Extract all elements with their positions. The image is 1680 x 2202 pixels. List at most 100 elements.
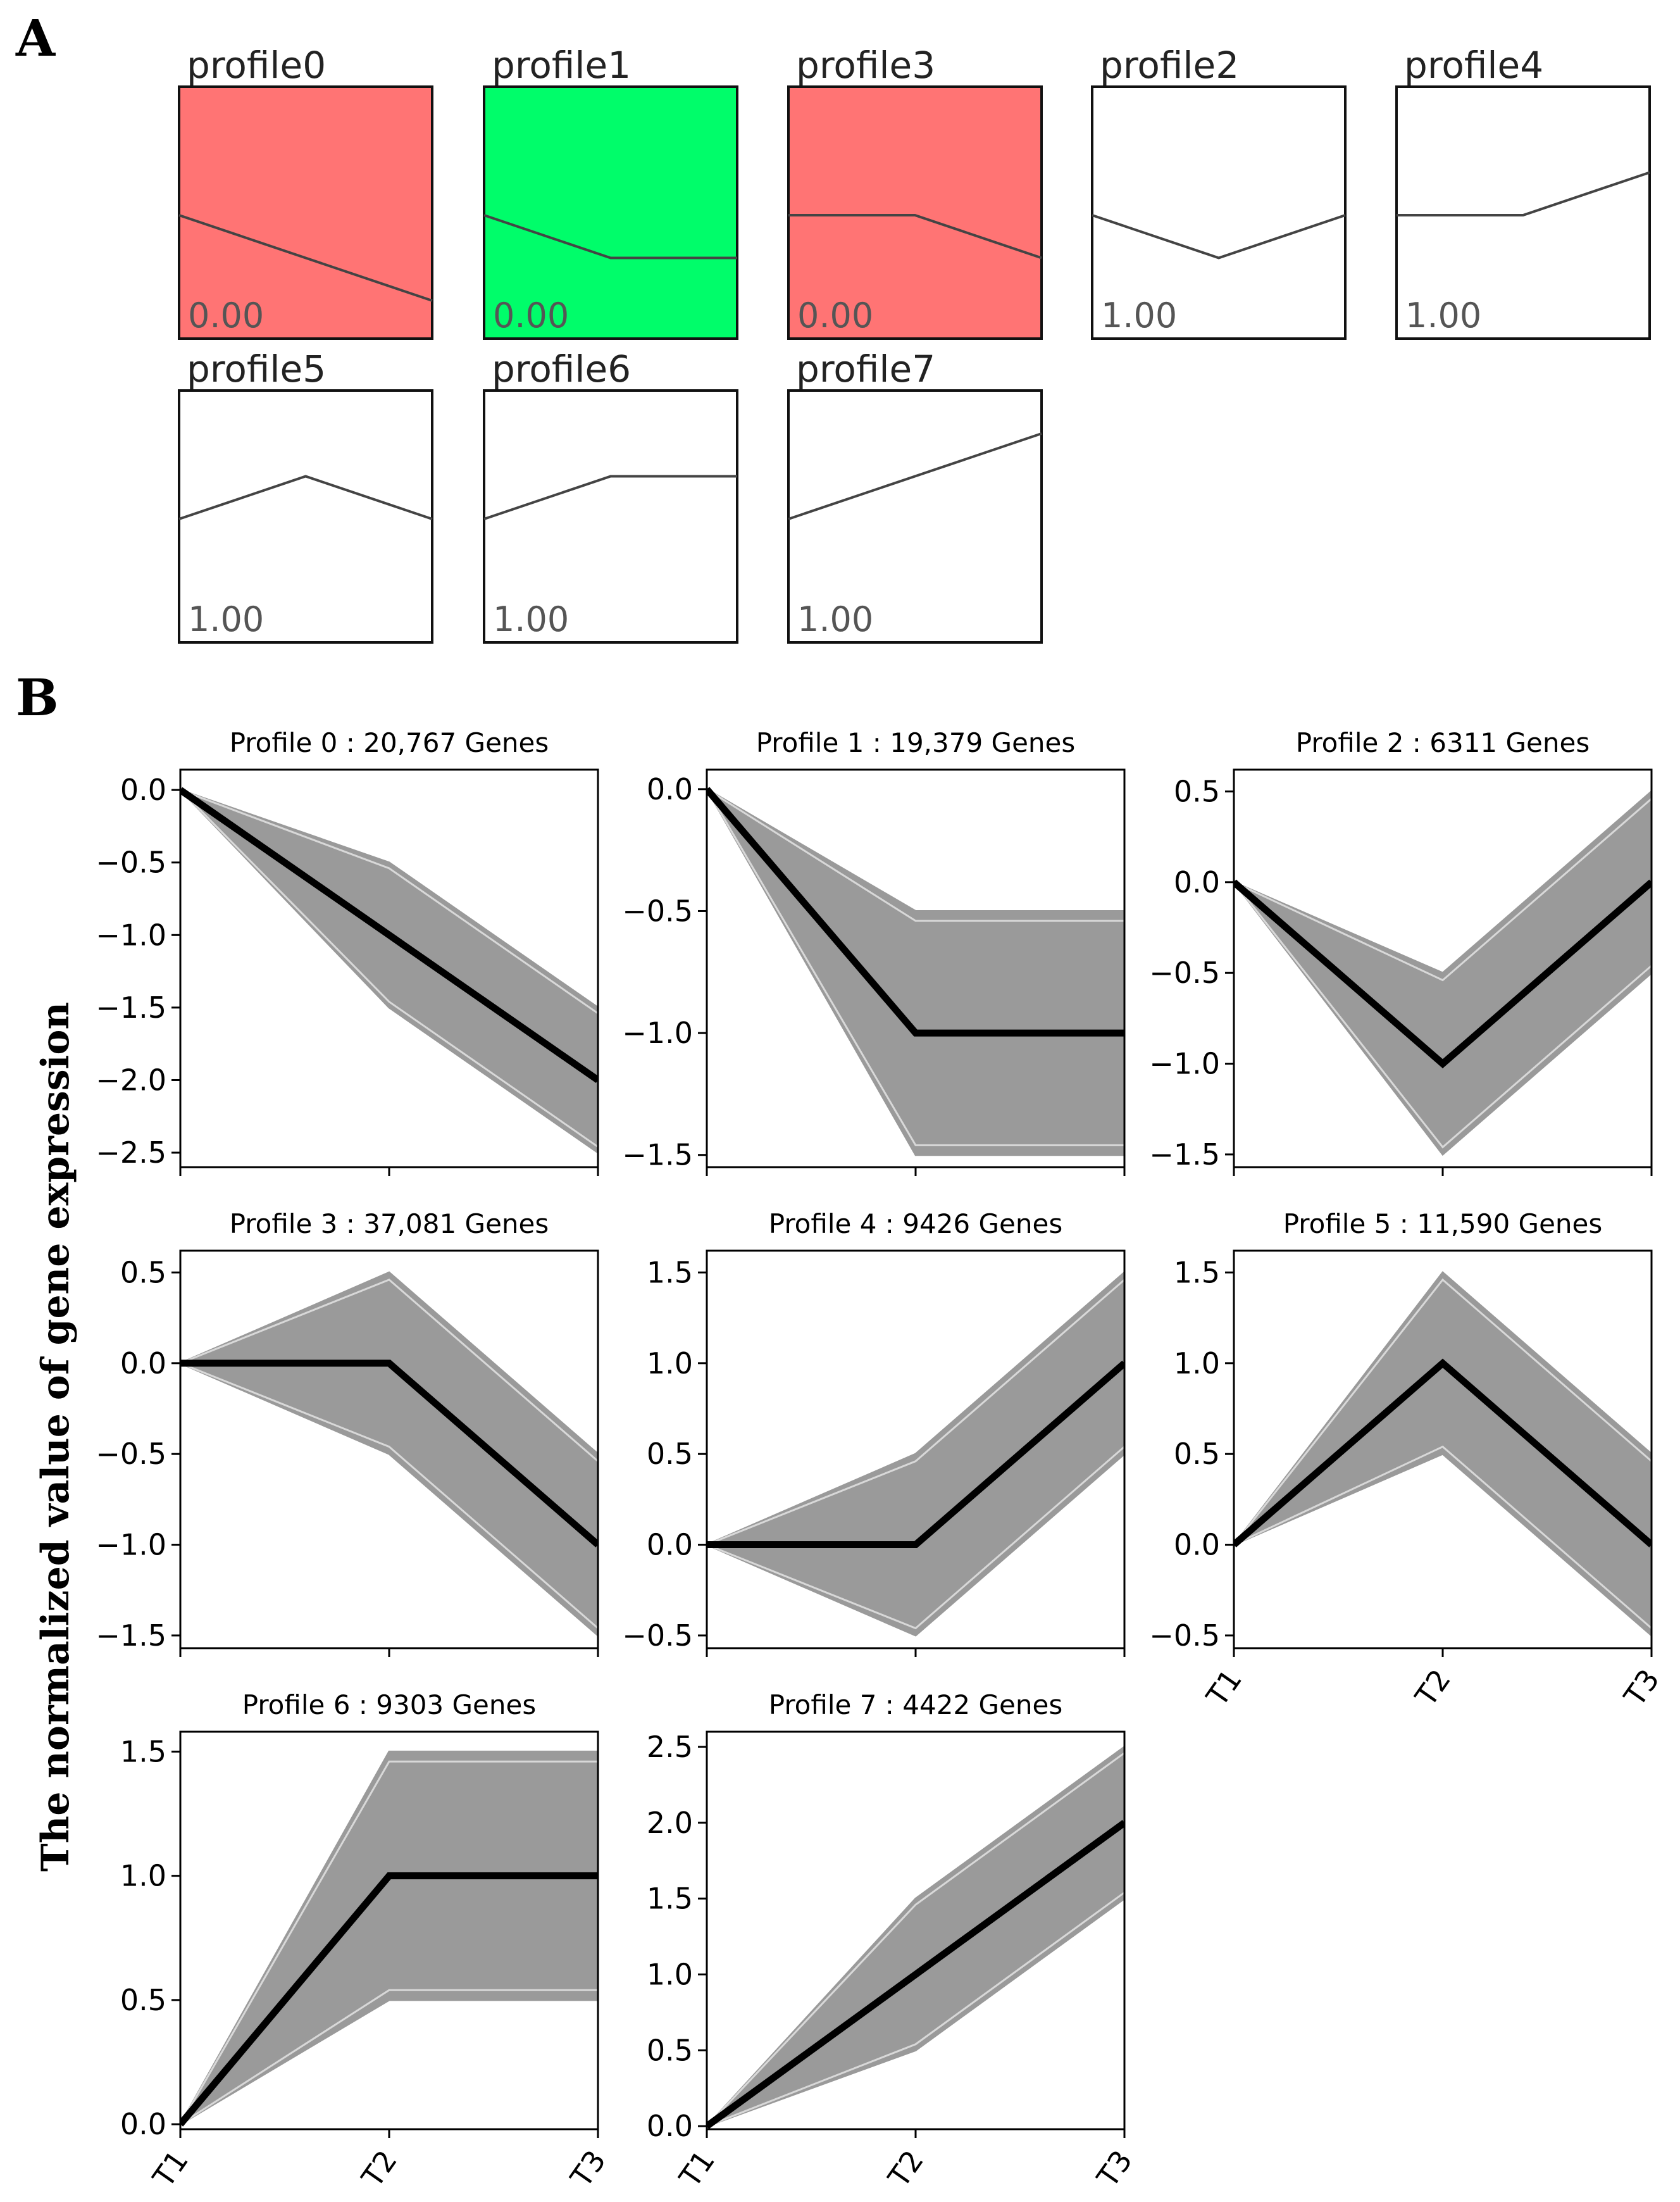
- panel-title: Profile 2 : 6311 Genes: [1296, 727, 1590, 758]
- gene-trace-outlier: [707, 788, 1124, 922]
- profile-panel-2: Profile 2 : 6311 Genes 0.5 0.0 −0.5 −1.0 −1.5: [1149, 727, 1653, 1176]
- plot-area: [707, 787, 1124, 1156]
- mean-profile-line: [180, 1872, 598, 2127]
- mean-profile-line: [707, 1820, 1124, 2129]
- mini-profile-profile2: profile2 1.00: [1091, 44, 1347, 340]
- y-tick-label: −2.5: [96, 1135, 166, 1170]
- mini-box: [483, 389, 738, 644]
- mini-box: [787, 389, 1043, 644]
- x-tick-label: T1: [672, 2144, 721, 2194]
- mini-box: [787, 85, 1043, 340]
- y-tick-label: −0.5: [96, 1437, 166, 1471]
- y-tick-label: −0.5: [622, 1618, 693, 1653]
- panel-a-label: A: [15, 8, 56, 68]
- mini-profile-line: [1092, 214, 1346, 260]
- x-tick-label: T3: [1090, 2144, 1139, 2194]
- y-tick-label: 0.0: [647, 772, 693, 806]
- mini-profile-profile1: profile1 0.00: [483, 44, 738, 340]
- gene-trace-outlier: [707, 1446, 1124, 1630]
- mini-profile-title: profile7: [796, 347, 935, 391]
- y-tick-label: −0.5: [622, 894, 693, 928]
- mini-profile-line: [178, 475, 433, 520]
- profile-panel-5: Profile 5 : 11,590 Genes 1.5 1.0 0.5 0.0 −0.5…: [1149, 1208, 1666, 1713]
- y-tick-label: −1.0: [1149, 1047, 1220, 1081]
- gene-trace-band: [180, 1271, 598, 1637]
- mini-profile-pvalue: 1.00: [1405, 296, 1481, 335]
- gene-trace-outlier: [707, 1279, 1124, 1546]
- panel-title: Profile 6 : 9303 Genes: [242, 1689, 536, 1720]
- y-tick-label: 0.5: [647, 1437, 693, 1471]
- mini-profile-title: profile1: [492, 44, 631, 87]
- plot-area: [1234, 1271, 1652, 1637]
- panel-a: profile00.00profile10.00profile30.00prof…: [178, 44, 1651, 644]
- mini-profile-line: [1397, 171, 1650, 216]
- panel-title: Profile 1 : 19,379 Genes: [756, 727, 1076, 758]
- x-tick-label: T1: [1199, 1663, 1248, 1713]
- y-tick-label: −0.5: [96, 846, 166, 880]
- y-tick-label: 0.5: [647, 2033, 693, 2067]
- plot-area: [707, 1271, 1124, 1637]
- gene-trace-outlier: [180, 789, 598, 1015]
- plot-area: [180, 1750, 598, 2127]
- mini-profile-line: [483, 214, 737, 260]
- profile-panel-1: Profile 1 : 19,379 Genes 0.0 −0.5 −1.0 −1.5: [622, 727, 1126, 1176]
- mini-profile-pvalue: 1.00: [188, 599, 264, 639]
- y-tick-label: −1.5: [96, 991, 166, 1025]
- gene-trace-band: [1234, 1271, 1652, 1637]
- mini-profile-line: [483, 475, 737, 520]
- y-tick-label: −1.0: [96, 918, 166, 952]
- gene-trace-band: [707, 788, 1124, 1156]
- plot-area: [1234, 790, 1652, 1156]
- y-tick-label: 2.5: [647, 1730, 693, 1764]
- gene-trace-band: [707, 1271, 1124, 1637]
- gene-trace-outlier: [180, 1279, 598, 1462]
- mini-profile-pvalue: 1.00: [797, 599, 873, 639]
- profile-panel-7: Profile 7 : 4422 Genes 2.5 2.0 1.5 1.0 0.5 0.0…: [647, 1689, 1139, 2194]
- y-tick-label: 0.0: [120, 773, 166, 807]
- mini-box: [1395, 85, 1651, 340]
- gene-trace-outlier: [1234, 798, 1652, 982]
- y-tick-label: 1.0: [647, 1958, 693, 1992]
- y-tick-label: 0.5: [120, 1983, 166, 2017]
- panel-title: Profile 0 : 20,767 Genes: [230, 727, 549, 758]
- mini-profile-profile0: profile0 0.00: [178, 44, 433, 340]
- gene-trace-outlier: [180, 1760, 598, 2125]
- gene-trace-band: [180, 1750, 598, 2125]
- y-tick-label: 0.5: [120, 1255, 166, 1289]
- mean-profile-line: [707, 1360, 1124, 1549]
- mini-profile-profile3: profile3 0.00: [787, 44, 1043, 340]
- x-tick-label: T2: [1408, 1663, 1457, 1713]
- panel-b: Profile 0 : 20,767 Genes 0.0 −0.5 −1.0 −1.5 −…: [96, 727, 1666, 2194]
- y-tick-label: 1.5: [647, 1882, 693, 1916]
- gene-trace-outlier: [707, 789, 1124, 1146]
- y-tick-label: −1.5: [622, 1138, 693, 1172]
- y-tick-label: 1.5: [1174, 1255, 1220, 1289]
- mean-profile-line: [1234, 879, 1652, 1068]
- mini-profile-profile4: profile4 1.00: [1395, 44, 1651, 340]
- y-tick-label: −1.0: [622, 1016, 693, 1050]
- y-tick-label: 0.0: [1174, 865, 1220, 899]
- y-tick-label: −0.5: [1149, 1618, 1220, 1653]
- plot-area: [707, 1746, 1124, 2129]
- y-tick-label: 1.5: [120, 1734, 166, 1768]
- mini-profile-title: profile3: [796, 44, 935, 87]
- mini-profile-title: profile4: [1404, 44, 1543, 87]
- gene-trace-outlier: [180, 1362, 598, 1629]
- y-tick-label: −1.5: [1149, 1137, 1220, 1172]
- x-tick-label: T3: [1617, 1663, 1666, 1713]
- mini-box: [178, 389, 433, 644]
- profile-panel-0: Profile 0 : 20,767 Genes 0.0 −0.5 −1.0 −1.5 −…: [96, 727, 599, 1176]
- mini-profile-title: profile0: [187, 44, 326, 87]
- mini-profile-profile5: profile5 1.00: [178, 347, 433, 644]
- y-tick-label: 0.0: [647, 1528, 693, 1562]
- y-tick-label: −2.0: [96, 1063, 166, 1097]
- gene-trace-outlier: [1234, 1445, 1652, 1629]
- mean-profile-line: [180, 787, 598, 1083]
- profile-panel-4: Profile 4 : 9426 Genes 1.5 1.0 0.5 0.0 −0.5: [622, 1208, 1126, 1657]
- gene-trace-outlier: [180, 789, 598, 1148]
- y-tick-label: 0.5: [1174, 774, 1220, 808]
- mini-profile-title: profile2: [1100, 44, 1239, 87]
- y-tick-label: −0.5: [1149, 956, 1220, 990]
- y-tick-label: 2.0: [647, 1806, 693, 1840]
